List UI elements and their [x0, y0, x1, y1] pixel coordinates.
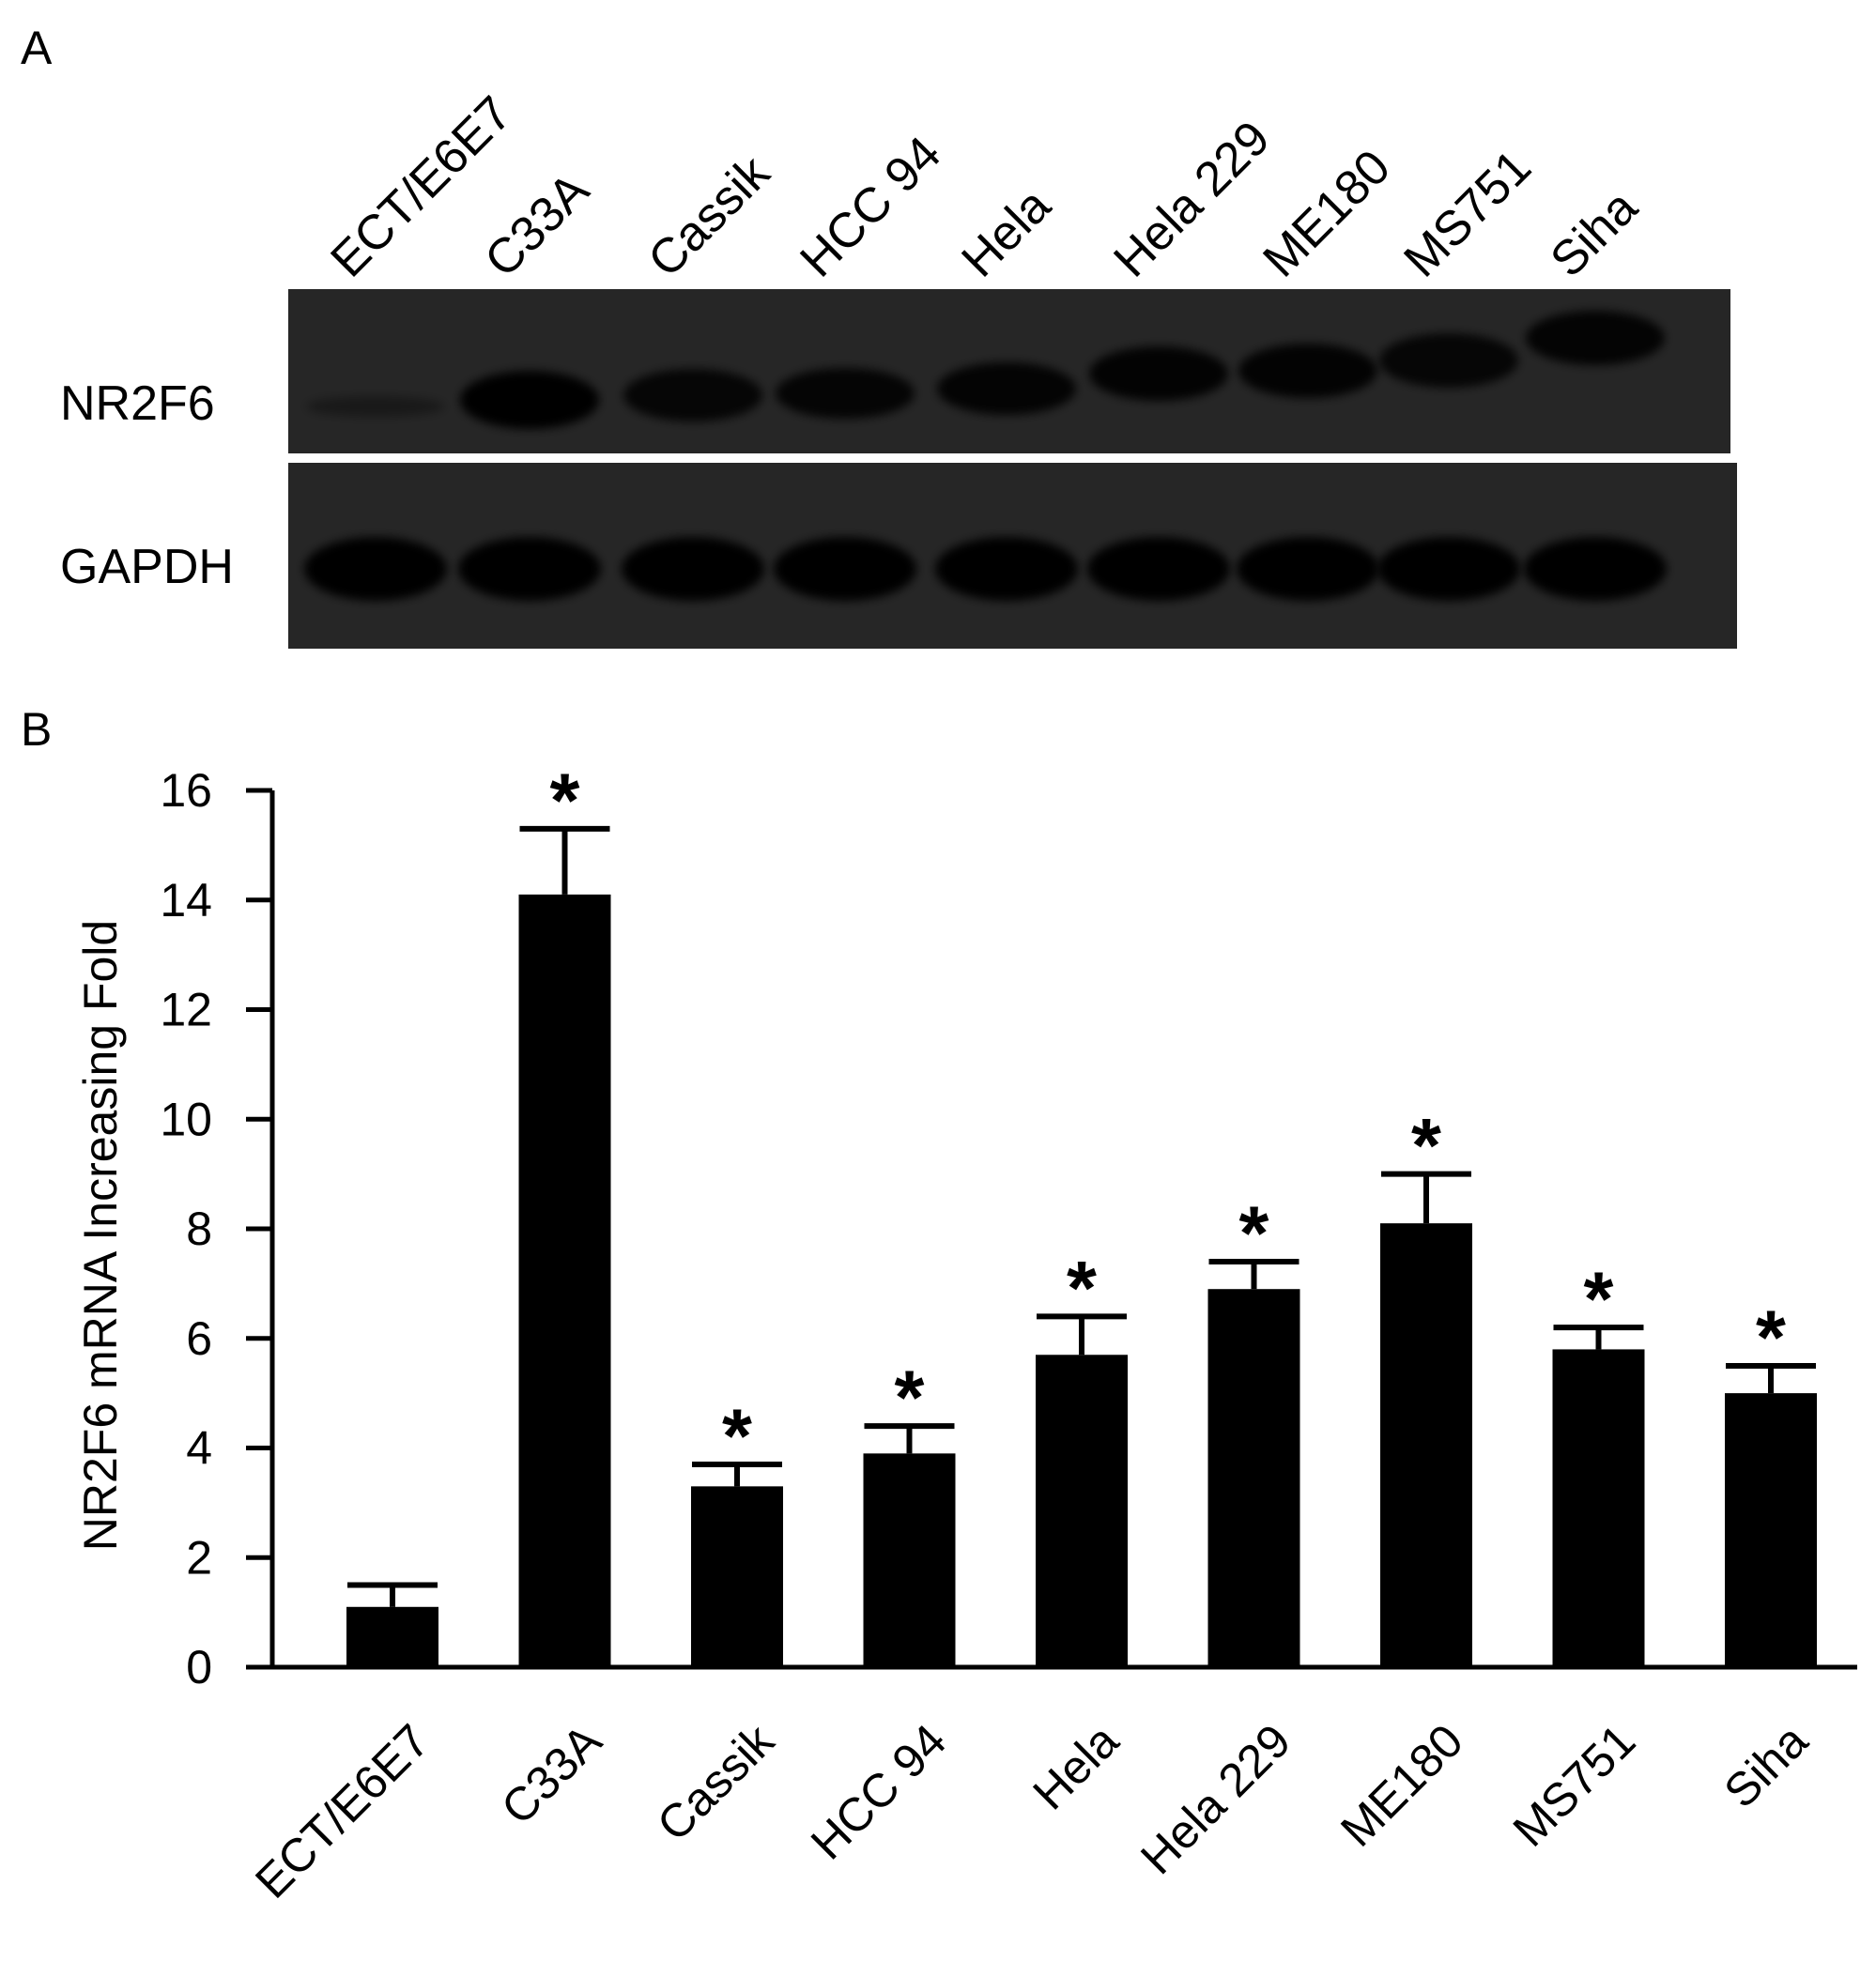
y-tick-label: 0	[186, 1641, 212, 1693]
bar-2	[691, 1486, 783, 1667]
significance-star-1: *	[550, 758, 580, 844]
gapdh-band-7	[1377, 537, 1520, 601]
y-ticks: 0 2 4 6 8 10 12 14 16	[160, 764, 272, 1693]
lane-label-5: Hela 229	[1103, 111, 1280, 287]
nr2f6-band-4	[937, 362, 1076, 415]
gapdh-band-1	[458, 537, 601, 601]
x-tick-label-6: ME180	[1330, 1714, 1473, 1857]
y-tick-label: 16	[160, 764, 212, 817]
x-tick-label-8: Siha	[1714, 1714, 1817, 1817]
y-tick-label: 6	[186, 1312, 212, 1365]
nr2f6-band-1	[460, 371, 599, 429]
y-tick-label: 4	[186, 1422, 212, 1475]
nr2f6-band-0	[306, 396, 445, 417]
gapdh-band-8	[1524, 537, 1667, 601]
y-tick-label: 12	[160, 984, 212, 1036]
bar-4	[1036, 1355, 1128, 1667]
x-tick-label-7: MS751	[1503, 1714, 1646, 1857]
y-tick-label: 8	[186, 1203, 212, 1255]
lane-label-4: Hela	[951, 178, 1061, 288]
bars	[346, 894, 1817, 1667]
nr2f6-band-6	[1238, 344, 1377, 398]
significance-star-4: *	[1067, 1246, 1097, 1331]
bar-0	[346, 1606, 438, 1667]
nr2f6-band-7	[1379, 333, 1518, 388]
nr2f6-band-8	[1526, 311, 1665, 365]
bar-8	[1725, 1393, 1817, 1667]
panel-b-letter: B	[21, 703, 53, 756]
error-bars	[347, 825, 1816, 1607]
bar-7	[1552, 1349, 1645, 1667]
blot-bands	[304, 311, 1667, 601]
x-tick-label-5: Hela 229	[1130, 1714, 1300, 1884]
y-tick-label: 10	[160, 1093, 212, 1145]
gapdh-band-5	[1087, 537, 1230, 601]
nr2f6-band-2	[623, 369, 762, 421]
lane-label-8: Siha	[1540, 180, 1648, 288]
bar-chart: 0 2 4 6 8 10 12 14 16 * * * * * * * * ECT/E6E7 C33A Cassi…	[74, 758, 1857, 1908]
significance-star-7: *	[1584, 1257, 1614, 1342]
lane-label-1: C33A	[474, 162, 599, 287]
bar-6	[1380, 1223, 1472, 1667]
significance-star-5: *	[1239, 1191, 1269, 1277]
bar-5	[1207, 1289, 1300, 1667]
significance-star-2: *	[722, 1394, 752, 1479]
lane-label-2: Cassik	[638, 145, 780, 287]
lane-label-3: HCC 94	[790, 127, 951, 288]
x-tick-label-4: Hela	[1023, 1714, 1128, 1819]
y-tick-label: 14	[160, 874, 212, 927]
nr2f6-band-5	[1089, 346, 1228, 401]
gapdh-band-3	[774, 537, 916, 601]
y-tick-label: 2	[186, 1531, 212, 1584]
bar-1	[518, 894, 611, 1667]
nr2f6-band-3	[776, 368, 915, 419]
x-tick-label-1: C33A	[491, 1714, 611, 1834]
gapdh-band-0	[304, 537, 447, 601]
bar-3	[863, 1453, 956, 1667]
significance-star-6: *	[1411, 1104, 1441, 1189]
x-tick-label-3: HCC 94	[801, 1714, 956, 1869]
gapdh-band-6	[1237, 537, 1379, 601]
row-label-gapdh: GAPDH	[60, 540, 234, 594]
row-label-nr2f6: NR2F6	[60, 376, 215, 431]
significance-markers: * * * * * * * *	[550, 758, 1787, 1479]
y-axis-label: NR2F6 mRNA Increasing Fold	[74, 920, 127, 1551]
gapdh-band-4	[935, 537, 1078, 601]
lane-label-6: ME180	[1253, 140, 1401, 288]
significance-star-3: *	[895, 1356, 925, 1441]
x-tick-label-0: ECT/E6E7	[245, 1714, 439, 1908]
lane-label-7: MS751	[1393, 140, 1542, 288]
gapdh-band-2	[622, 537, 764, 601]
x-tick-label-2: Cassik	[647, 1713, 784, 1850]
significance-star-8: *	[1756, 1295, 1786, 1381]
x-tick-labels: ECT/E6E7 C33A Cassik HCC 94 Hela Hela 229 ME18…	[245, 1713, 1818, 1907]
panel-a-letter: A	[21, 22, 53, 74]
